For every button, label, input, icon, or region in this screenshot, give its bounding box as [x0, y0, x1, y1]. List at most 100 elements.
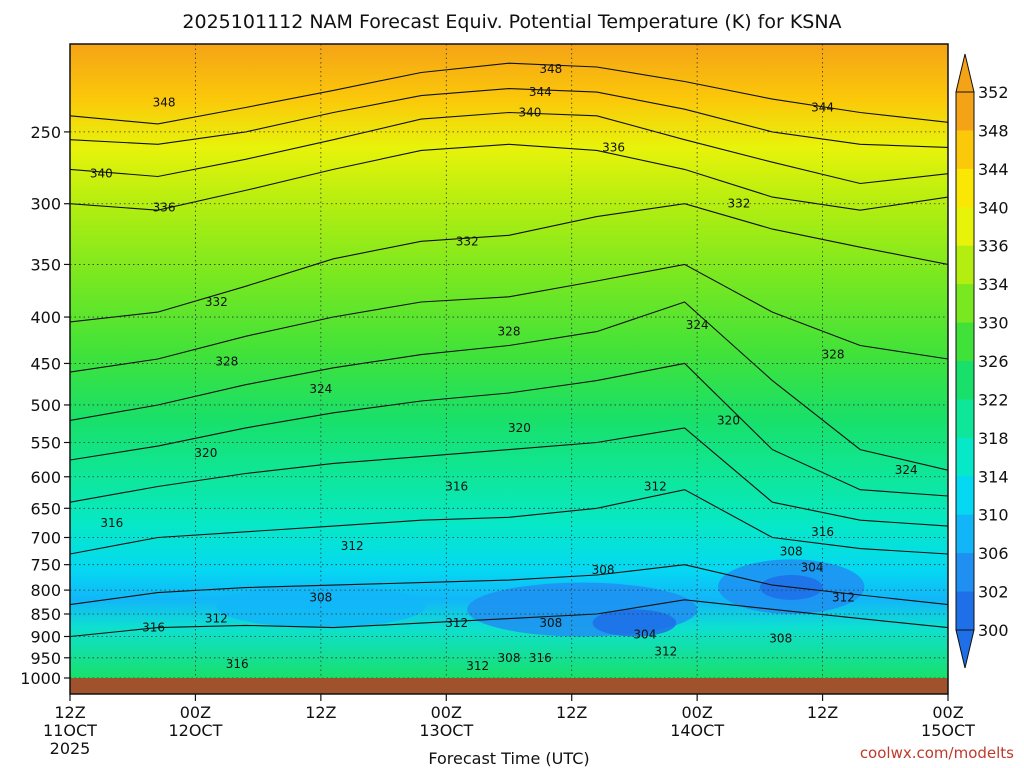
- contour-label-12: 328: [215, 355, 238, 369]
- y-tick-label-450: 450: [30, 354, 61, 373]
- y-tick-label-500: 500: [30, 396, 61, 415]
- contour-label-18: 320: [194, 446, 217, 460]
- contour-label-15: 324: [309, 382, 332, 396]
- x-axis-label: Forecast Time (UTC): [428, 749, 589, 768]
- colorbar-top-arrow: [955, 53, 975, 93]
- contour-label-9: 332: [456, 234, 479, 248]
- contour-label-4: 340: [518, 106, 541, 120]
- cold-pocket-4: [592, 609, 677, 637]
- contour-label-19: 320: [717, 413, 740, 427]
- y-tick-label-600: 600: [30, 468, 61, 487]
- x-tick-label-60-1: 00Z: [681, 703, 712, 722]
- x-tick-label-12-1: 00Z: [180, 703, 211, 722]
- contour-label-3: 344: [811, 101, 834, 115]
- colorbar-label-352: 352: [978, 83, 1009, 102]
- x-tick-label-36-2: 13OCT: [419, 721, 473, 740]
- x-tick-label-12-2: 12OCT: [168, 721, 222, 740]
- contour-label-36: 308: [769, 632, 792, 646]
- colorbar-frame: [955, 91, 975, 631]
- x-tick-label-84-1: 00Z: [932, 703, 963, 722]
- contour-336: [70, 143, 948, 211]
- contour-label-39: 304: [633, 627, 656, 641]
- plot-area: 348 348 344 344 340 340 336 336 332 332 332 328 328 3…: [70, 44, 948, 694]
- contour-308: [70, 564, 948, 606]
- contour-328: [70, 263, 948, 373]
- y-axis: 250 300 350 400 450 500 550 600 650 700 750 800 850 9…: [20, 123, 70, 688]
- colorbar-swatch-7: [956, 361, 974, 400]
- contour-label-7: 336: [153, 201, 176, 215]
- colorbar-label-330: 330: [978, 314, 1009, 333]
- colorbar-label-336: 336: [978, 237, 1009, 256]
- contour-label-17: 320: [508, 421, 531, 435]
- contour-320: [70, 362, 948, 497]
- contour-304: [70, 599, 948, 638]
- y-tick-label-250: 250: [30, 123, 61, 142]
- contour-332: [70, 203, 948, 323]
- y-tick-label-850: 850: [30, 605, 61, 624]
- contour-label-25: 316: [529, 651, 552, 665]
- contour-label-21: 316: [100, 516, 123, 530]
- contour-label-0: 348: [539, 62, 562, 76]
- colorbar-swatch-10: [956, 476, 974, 516]
- contour-label-1: 348: [153, 95, 176, 109]
- colorbar-label-306: 306: [978, 544, 1009, 563]
- x-tick-label-0-2: 11OCT: [43, 721, 97, 740]
- terrain-band: [70, 678, 948, 694]
- colorbar-label-344: 344: [978, 160, 1009, 179]
- colorbar-label-334: 334: [978, 275, 1009, 294]
- y-tick-label-650: 650: [30, 499, 61, 518]
- contour-label-11: 328: [498, 325, 521, 339]
- y-tick-label-300: 300: [30, 195, 61, 214]
- contour-324: [70, 301, 948, 471]
- colorbar-swatch-2: [956, 168, 974, 208]
- y-tick-label-400: 400: [30, 308, 61, 327]
- contour-label-13: 328: [822, 348, 845, 362]
- x-tick-label-60-2: 14OCT: [670, 721, 724, 740]
- colorbar-bottom-arrow: [955, 629, 975, 669]
- y-tick-label-350: 350: [30, 255, 61, 274]
- contour-label-16: 324: [895, 463, 918, 477]
- contour-label-5: 340: [90, 167, 113, 181]
- contour-label-30: 312: [654, 645, 677, 659]
- colorbar-swatch-13: [956, 591, 974, 631]
- contour-label-6: 336: [602, 140, 625, 154]
- colorbar-swatch-12: [956, 553, 974, 593]
- colorbar-label-314: 314: [978, 467, 1009, 486]
- contour-label-35: 308: [539, 616, 562, 630]
- contour-312: [70, 489, 948, 555]
- contour-344: [70, 88, 948, 148]
- contour-label-8: 332: [727, 197, 750, 211]
- contour-label-37: 308: [780, 544, 803, 558]
- contour-label-10: 332: [205, 295, 228, 309]
- cold-pocket-0: [216, 585, 426, 628]
- contour-316: [70, 427, 948, 527]
- contour-label-24: 316: [226, 657, 249, 671]
- colorbar-swatch-9: [956, 437, 974, 477]
- chart-title: 2025101112 NAM Forecast Equiv. Potential…: [182, 11, 841, 33]
- colorbar-label-326: 326: [978, 352, 1009, 371]
- contour-label-29: 312: [445, 616, 468, 630]
- x-tick-label-36-1: 00Z: [431, 703, 462, 722]
- y-tick-label-750: 750: [30, 556, 61, 575]
- colorbar-swatch-1: [956, 130, 974, 170]
- colorbar-label-300: 300: [978, 621, 1009, 640]
- credit-text: coolwx.com/modelts: [860, 744, 1014, 762]
- colorbar-label-322: 322: [978, 390, 1009, 409]
- colorbar-label-340: 340: [978, 198, 1009, 217]
- colorbar-label-348: 348: [978, 121, 1009, 140]
- y-tick-label-700: 700: [30, 528, 61, 547]
- contour-label-27: 312: [341, 539, 364, 553]
- x-tick-label-24-1: 12Z: [305, 703, 336, 722]
- contour-label-31: 312: [466, 659, 489, 673]
- contour-label-33: 308: [592, 563, 615, 577]
- contour-lines: [70, 62, 948, 638]
- contour-340: [70, 111, 948, 185]
- colorbar-label-310: 310: [978, 506, 1009, 525]
- y-tick-label-800: 800: [30, 581, 61, 600]
- x-tick-label-84-2: 15OCT: [921, 721, 975, 740]
- x-tick-label-0-3: 2025: [50, 739, 91, 758]
- y-tick-label-950: 950: [30, 649, 61, 668]
- x-tick-label-0-1: 12Z: [54, 703, 85, 722]
